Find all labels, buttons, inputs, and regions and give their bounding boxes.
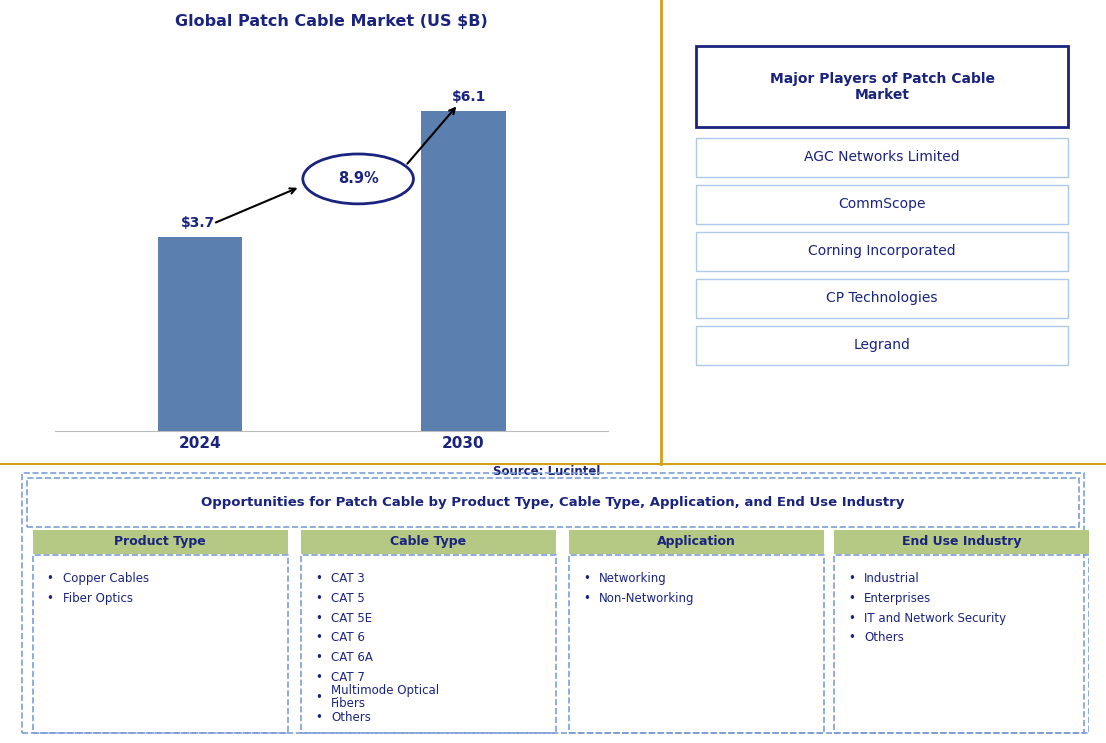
Text: CAT 3: CAT 3	[331, 572, 365, 585]
Text: CAT 5E: CAT 5E	[331, 611, 372, 625]
Text: •: •	[315, 691, 322, 704]
Text: CAT 5: CAT 5	[331, 592, 365, 605]
Text: •: •	[315, 710, 322, 724]
Ellipse shape	[303, 154, 414, 204]
Text: •: •	[848, 632, 855, 644]
Bar	[421, 111, 505, 431]
Text: End Use Industry: End Use Industry	[902, 536, 1022, 548]
Text: Multimode Optical: Multimode Optical	[331, 684, 439, 697]
Text: 8.9%: 8.9%	[337, 172, 378, 186]
Bar	[158, 237, 242, 431]
Text: Networking: Networking	[599, 572, 667, 585]
Text: •: •	[848, 572, 855, 585]
Text: $3.7: $3.7	[180, 216, 215, 230]
Text: CAT 6A: CAT 6A	[331, 652, 373, 664]
Text: •: •	[46, 592, 53, 605]
Text: •: •	[46, 572, 53, 585]
FancyBboxPatch shape	[697, 232, 1067, 270]
Text: •: •	[315, 611, 322, 625]
Text: •: •	[583, 572, 589, 585]
Text: Product Type: Product Type	[115, 536, 206, 548]
Text: CP Technologies: CP Technologies	[826, 291, 938, 305]
Text: Opportunities for Patch Cable by Product Type, Cable Type, Application, and End : Opportunities for Patch Cable by Product…	[201, 496, 905, 510]
Text: •: •	[315, 632, 322, 644]
Text: Non-Networking: Non-Networking	[599, 592, 695, 605]
Text: Application: Application	[657, 536, 737, 548]
Text: CAT 7: CAT 7	[331, 671, 365, 684]
FancyBboxPatch shape	[33, 531, 288, 554]
Text: Copper Cables: Copper Cables	[63, 572, 149, 585]
Text: Major Players of Patch Cable
Market: Major Players of Patch Cable Market	[770, 72, 994, 102]
Text: Fiber Optics: Fiber Optics	[63, 592, 133, 605]
Text: $6.1: $6.1	[451, 91, 486, 104]
Text: •: •	[315, 671, 322, 684]
Text: Cable Type: Cable Type	[390, 536, 467, 548]
Text: IT and Network Security: IT and Network Security	[864, 611, 1006, 625]
Text: Source: Lucintel: Source: Lucintel	[493, 465, 601, 478]
Text: Others: Others	[331, 710, 371, 724]
Text: •: •	[315, 592, 322, 605]
Text: AGC Networks Limited: AGC Networks Limited	[804, 150, 960, 164]
Text: Enterprises: Enterprises	[864, 592, 931, 605]
FancyBboxPatch shape	[570, 531, 824, 554]
Text: Others: Others	[864, 632, 904, 644]
Text: •: •	[315, 652, 322, 664]
Text: Legrand: Legrand	[854, 338, 910, 352]
Text: •: •	[848, 611, 855, 625]
FancyBboxPatch shape	[697, 185, 1067, 224]
FancyBboxPatch shape	[697, 326, 1067, 365]
Text: •: •	[315, 572, 322, 585]
FancyBboxPatch shape	[697, 46, 1067, 128]
Title: Global Patch Cable Market (US $B): Global Patch Cable Market (US $B)	[176, 14, 488, 29]
FancyBboxPatch shape	[834, 531, 1089, 554]
FancyBboxPatch shape	[697, 279, 1067, 317]
Text: CommScope: CommScope	[838, 198, 926, 211]
Text: Corning Incorporated: Corning Incorporated	[808, 244, 956, 259]
Text: Industrial: Industrial	[864, 572, 920, 585]
Text: •: •	[848, 592, 855, 605]
Text: •: •	[583, 592, 589, 605]
Text: Fibers: Fibers	[331, 698, 366, 710]
FancyBboxPatch shape	[301, 531, 556, 554]
Text: CAT 6: CAT 6	[331, 632, 365, 644]
FancyBboxPatch shape	[697, 138, 1067, 177]
